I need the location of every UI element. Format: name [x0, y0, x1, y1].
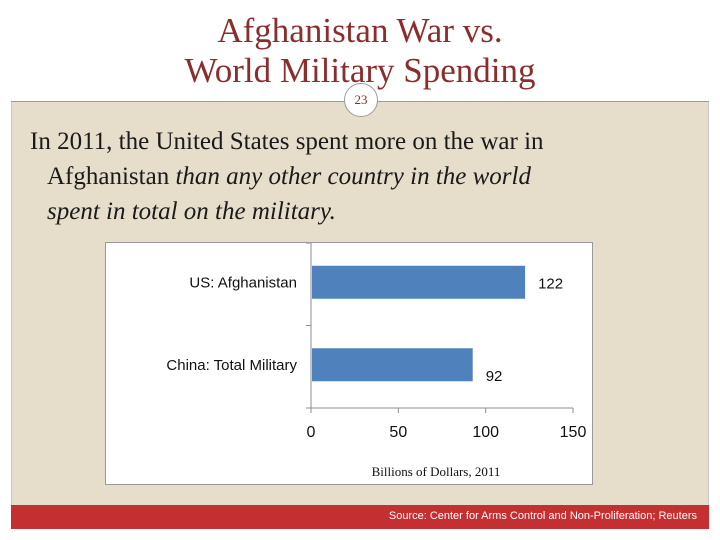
x-tick-label-1: 50: [389, 424, 407, 441]
body-line-3-italic: spent in total on the military.: [47, 198, 336, 225]
category-label-0: US: Afghanistan: [189, 274, 297, 291]
body-line-2: Afghanistan than any other country in th…: [30, 159, 670, 194]
x-tick-label-3: 150: [560, 424, 587, 441]
slide-number-badge: 23: [344, 83, 378, 117]
chart-container: US: Afghanistan 122 China: Total Military 9…: [105, 242, 593, 485]
source-text: Source: Center for Arms Control and Non-…: [388, 510, 697, 522]
footer-bar: Source: Center for Arms Control and Non-…: [11, 505, 709, 529]
title-line-1: Afghanistan War vs.: [217, 11, 503, 50]
value-label-0: 122: [538, 275, 563, 292]
x-axis-title: Billions of Dollars, 2011: [372, 464, 501, 479]
body-line-2-italic: than any other country in the world: [175, 163, 531, 190]
bar-1: [312, 348, 473, 382]
body-text: In 2011, the United States spent more on…: [30, 124, 670, 229]
x-tick-label-0: 0: [307, 424, 316, 441]
body-line-3: spent in total on the military.: [30, 194, 670, 229]
body-line-1: In 2011, the United States spent more on…: [30, 128, 544, 155]
category-label-1: China: Total Military: [166, 357, 297, 374]
bar-chart: US: Afghanistan 122 China: Total Military 9…: [166, 243, 587, 479]
bar-0: [312, 265, 526, 299]
slide-title: Afghanistan War vs. World Military Spend…: [11, 11, 709, 91]
body-line-2-normal: Afghanistan: [47, 163, 176, 190]
value-label-1: 92: [486, 368, 503, 385]
x-tick-label-2: 100: [472, 424, 499, 441]
